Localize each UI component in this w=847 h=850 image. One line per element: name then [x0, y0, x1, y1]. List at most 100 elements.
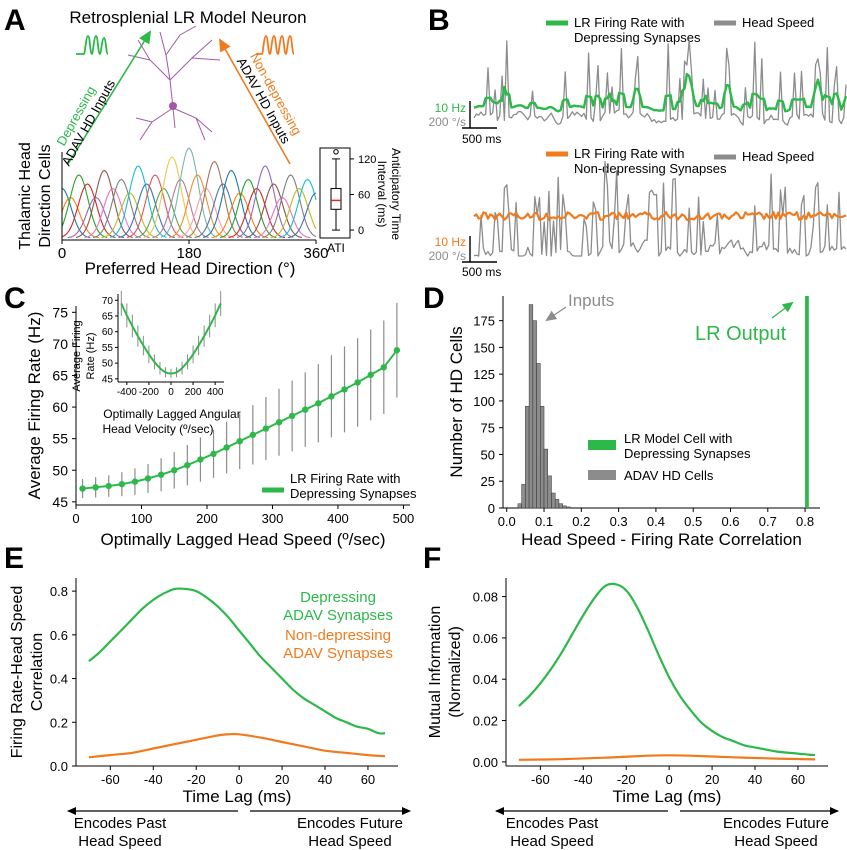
panel-f-future-line1: Encodes Future — [723, 815, 829, 832]
data-point — [105, 482, 112, 490]
y-axis-label-line2: (Normalized) — [447, 626, 464, 718]
tuning-curve — [186, 160, 243, 238]
scale-speed-bottom: 200 °/s — [429, 249, 467, 263]
svg-text:Interval (ms): Interval (ms) — [375, 161, 389, 228]
y-axis-label-line1: Firing Rate-Head Speed — [9, 586, 26, 759]
x-tick-label: 60 — [791, 772, 805, 787]
nondepressing-arrow-label: Non-depressing ADAV HD Inputs — [234, 50, 305, 147]
y-tick-label: 50 — [52, 462, 68, 478]
x-axis-label: Head Speed - Firing Rate Correlation — [521, 530, 802, 549]
tuning-curve — [194, 183, 252, 239]
tuning-curve — [67, 196, 125, 239]
x-tick-label: 0.2 — [572, 514, 590, 529]
y-tick-label: 55 — [52, 431, 68, 447]
lr-output-annotation: LR Output — [695, 323, 787, 345]
x-tick-label: 360 — [303, 245, 328, 262]
x-tick-label: 60 — [361, 772, 375, 787]
legend-gray-bottom: Head Speed — [742, 149, 814, 164]
tuning-curve — [211, 192, 269, 239]
tuning-curve — [109, 165, 167, 238]
legend-gray-top: Head Speed — [742, 15, 814, 30]
panel-e-past-line1: Encodes Past — [74, 815, 167, 832]
y-tick-label: 50 — [481, 447, 495, 462]
tuning-curve — [160, 147, 218, 238]
tuning-curve — [245, 183, 303, 239]
data-point — [367, 371, 374, 379]
tuning-curve — [202, 169, 260, 238]
inset-series-line — [120, 302, 222, 375]
panel-c-inset: -400 -200 0 200 400 45 50 55 60 65 70 — [102, 290, 224, 398]
panel-c-inset-xlabel-line1: Optimally Lagged Angular — [103, 407, 240, 421]
inset-x-tick-label: -400 — [117, 387, 137, 398]
inset-x-tick-label: 400 — [207, 387, 224, 398]
inset-y-tick-label: 65 — [102, 312, 114, 323]
x-tick-label: 0.7 — [759, 514, 777, 529]
y-tick-label: 100 — [473, 394, 495, 409]
panel-label-d: D — [423, 282, 445, 315]
y-tick-label: 150 — [473, 340, 495, 355]
depressing-curve — [88, 587, 386, 735]
tuning-curve — [61, 183, 116, 239]
panel-d-plot: 0.0 0.1 0.2 0.3 0.4 0.5 0.6 0.7 0.8 0 25 50 75 100 125… — [447, 296, 820, 549]
tuning-curve — [262, 174, 317, 238]
svg-text:Anticipatory Time: Anticipatory Time — [389, 148, 403, 240]
x-tick-label: 20 — [275, 772, 289, 787]
panel-f-future-line2: Head Speed — [734, 833, 817, 850]
y-tick-label: 120 — [358, 154, 376, 166]
scale-rate-bottom: 10 Hz — [435, 235, 466, 249]
ati-boxplot-frame — [319, 147, 351, 239]
data-point — [131, 478, 139, 485]
x-tick-label: 0 — [58, 245, 66, 262]
inset-x-tick-label: -200 — [139, 387, 159, 398]
data-point — [171, 467, 178, 474]
neuron-soma — [169, 102, 177, 110]
x-tick-label: 0.4 — [647, 514, 665, 529]
depressing-arrow-label: Depressing ADAV HD Inputs — [54, 77, 119, 169]
ati-boxplot: 0 60 120 — [330, 149, 376, 237]
tuning-curve — [92, 178, 150, 239]
panel-c-inset-ylabel: Average Firing Rate (Hz) — [71, 320, 97, 391]
legend-green-line2: Depressing Synapses — [574, 30, 701, 45]
panel-a: Retrosplenial LR Model Neuron Depressing… — [17, 8, 403, 278]
lr-rate-nondepressing-trace — [473, 211, 847, 221]
tuning-curve — [61, 196, 99, 239]
histogram-bar — [525, 406, 530, 509]
inset-x-tick-label: 0 — [168, 387, 174, 398]
data-point — [328, 393, 335, 400]
y-tick-label: 45 — [52, 494, 68, 510]
y-tick-label: 125 — [473, 367, 495, 382]
histogram-bar — [540, 406, 545, 509]
x-tick-label: 0.5 — [684, 514, 702, 529]
panel-a-xlabel: Preferred Head Direction (°) — [85, 259, 296, 278]
panel-d-legend-green-line1: LR Model Cell with — [624, 431, 732, 446]
panel-e-dep-line1: Depressing — [300, 589, 376, 606]
legend-orange-line2: Non-depressing Synapses — [574, 161, 727, 176]
depressing-input-arrow — [67, 30, 152, 165]
svg-text:Average Firing: Average Firing — [71, 320, 83, 391]
histogram-bar — [528, 304, 534, 509]
data-point — [275, 419, 283, 426]
x-tick-label: 40 — [318, 772, 332, 787]
depressing-spike-icon — [76, 35, 109, 55]
inset-y-tick-label: 45 — [102, 374, 114, 385]
tuning-curve — [135, 187, 192, 239]
y-tick-label: 0.2 — [50, 715, 68, 730]
x-axis-label: Time Lag (ms) — [613, 787, 722, 806]
tuning-curve — [75, 169, 133, 238]
y-tick-label: 70 — [52, 336, 68, 352]
y-tick-label: 0.02 — [473, 714, 498, 729]
inset-y-tick-label: 50 — [102, 359, 114, 370]
histogram-bar — [558, 503, 563, 509]
data-point — [393, 347, 401, 354]
histogram-bar — [547, 475, 552, 509]
x-tick-label: 0.3 — [610, 514, 628, 529]
histogram-bar — [517, 503, 522, 509]
panel-c: 0 100 200 300 400 50045505560657075Optimally … — [25, 290, 417, 549]
x-tick-label: -20 — [617, 772, 636, 787]
tuning-curve — [169, 174, 226, 238]
nondepressing-curve — [518, 754, 816, 761]
histogram-bar — [536, 363, 541, 509]
y-tick-label: 0.04 — [473, 672, 498, 687]
trace-top — [473, 39, 847, 126]
y-tick-label: 25 — [481, 474, 495, 489]
